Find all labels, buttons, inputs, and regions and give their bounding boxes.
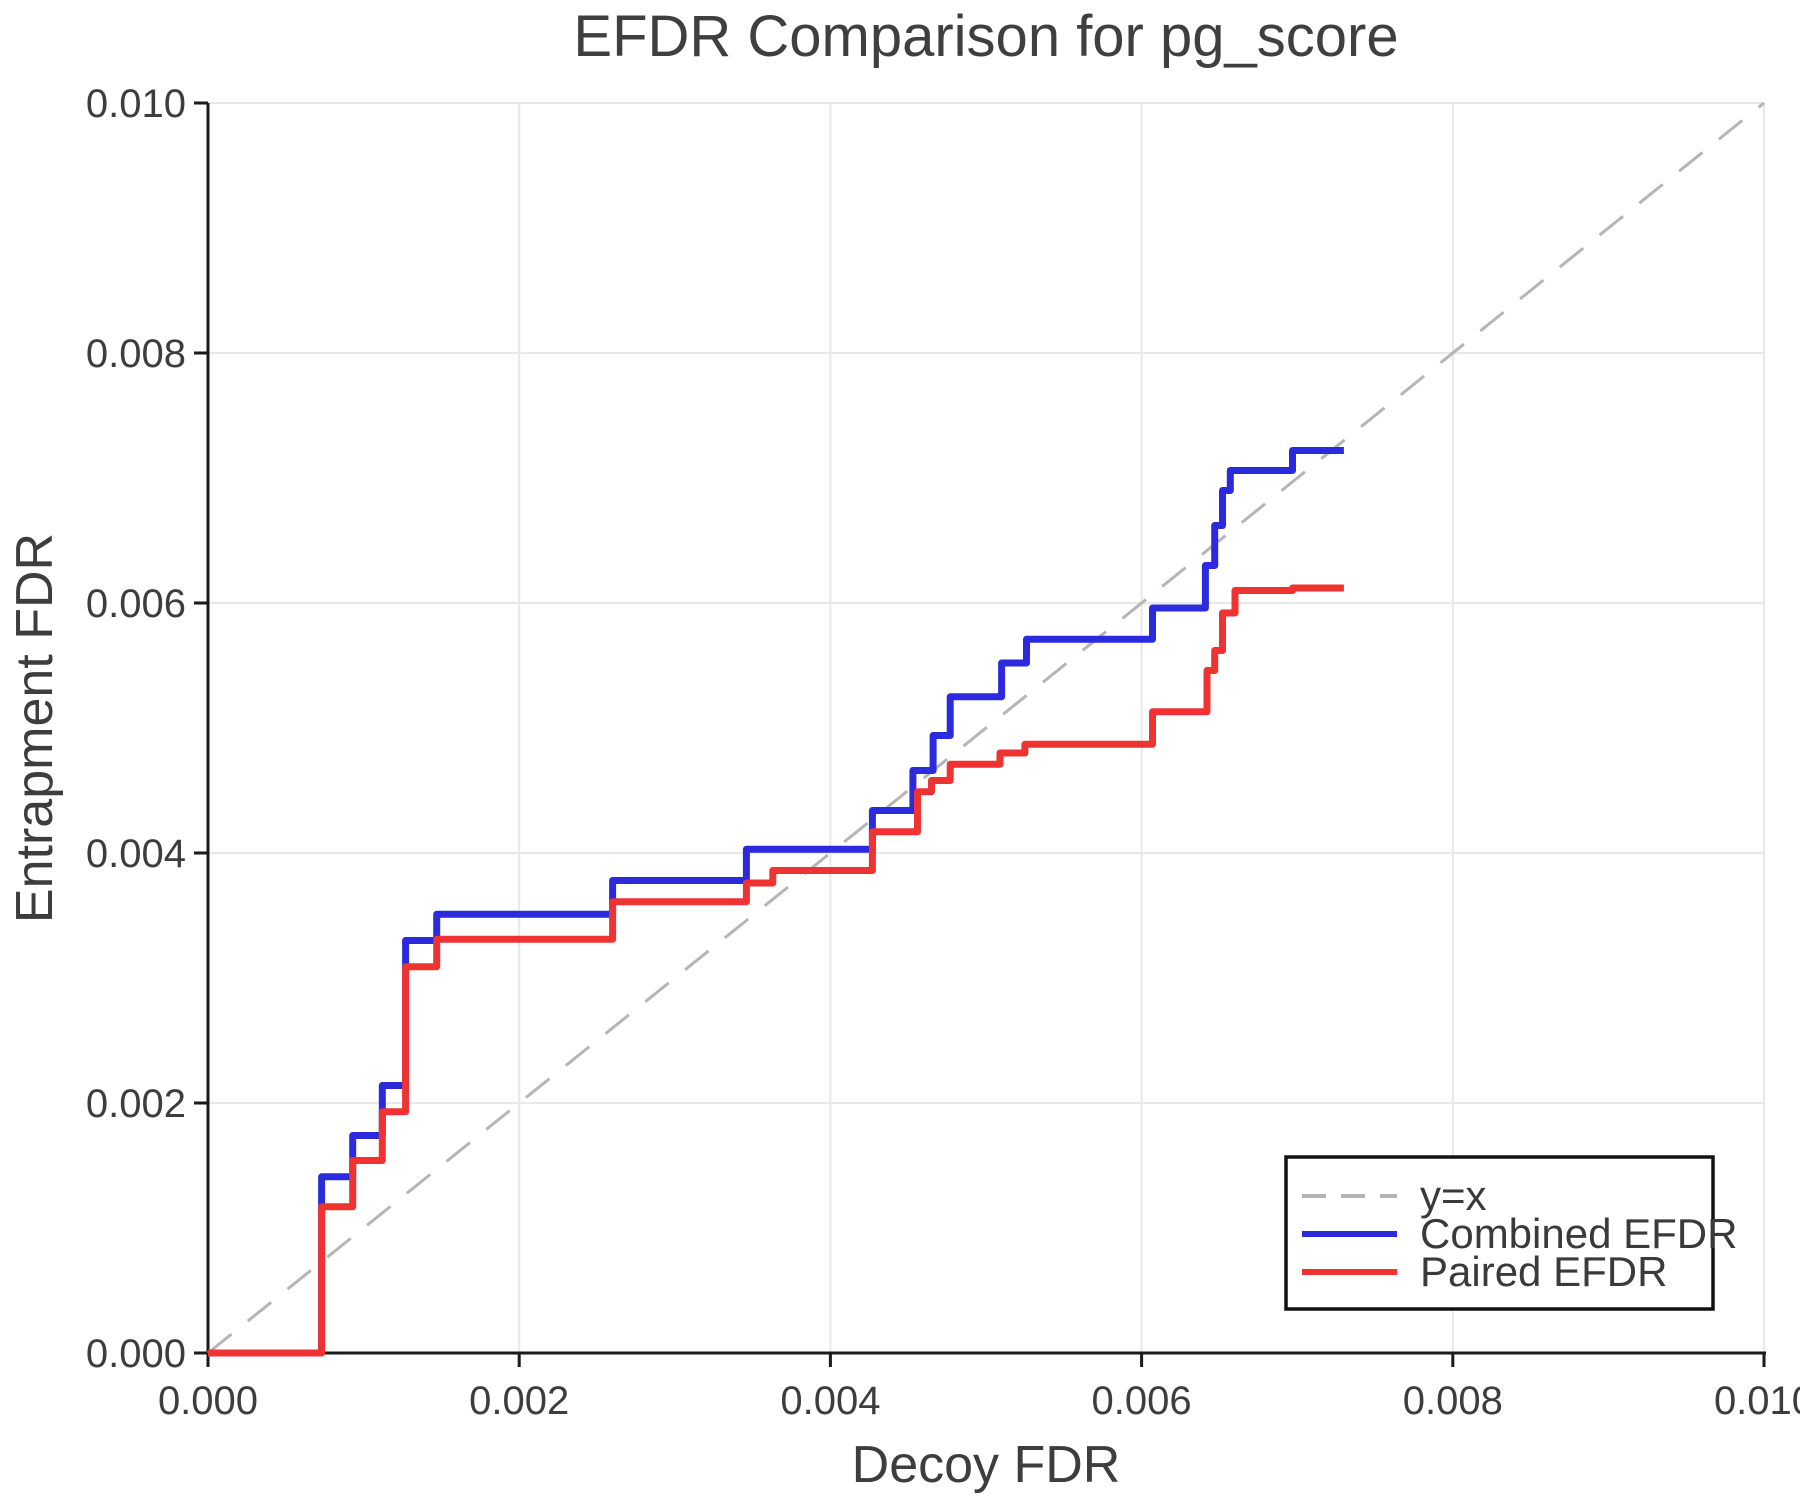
y-tick-label: 0.002 (86, 1082, 186, 1126)
legend: y=x Combined EFDR Paired EFDR (1284, 1155, 1737, 1311)
x-tick-label: 0.002 (469, 1379, 569, 1423)
x-tick-label: 0.010 (1714, 1379, 1800, 1423)
combined-efdr-line (208, 447, 1344, 1357)
y-tick-label: 0.008 (86, 332, 186, 376)
legend-item-paired: Paired EFDR (1302, 1248, 1667, 1295)
y-tick-label: 0.006 (86, 582, 186, 626)
legend-label-paired: Paired EFDR (1420, 1248, 1667, 1295)
axes (206, 103, 1766, 1355)
y-tick-label: 0.010 (86, 82, 186, 126)
tick-marks (194, 101, 1766, 1367)
chart-title: EFDR Comparison for pg_score (573, 4, 1398, 69)
identity-reference-line (207, 101, 1765, 1355)
paired-efdr-line (208, 584, 1344, 1357)
legend-item-identity: y=x (1302, 1172, 1487, 1219)
y-axis-label: Entrapment FDR (6, 533, 64, 923)
x-tick-label: 0.006 (1092, 1379, 1192, 1423)
legend-label-combined: Combined EFDR (1420, 1210, 1737, 1257)
x-axis-label: Decoy FDR (852, 1436, 1121, 1494)
x-tick-label: 0.000 (158, 1379, 258, 1423)
tick-labels: 0.000 0.002 0.004 0.006 0.008 0.010 0.000 0.002… (86, 82, 1800, 1423)
x-tick-label: 0.008 (1403, 1379, 1503, 1423)
x-tick-label: 0.004 (780, 1379, 880, 1423)
y-tick-label: 0.000 (86, 1332, 186, 1376)
legend-item-combined: Combined EFDR (1302, 1210, 1737, 1257)
gridlines (208, 102, 1765, 1353)
legend-box (1284, 1155, 1715, 1311)
legend-label-identity: y=x (1420, 1172, 1487, 1219)
y-tick-label: 0.004 (86, 832, 186, 876)
